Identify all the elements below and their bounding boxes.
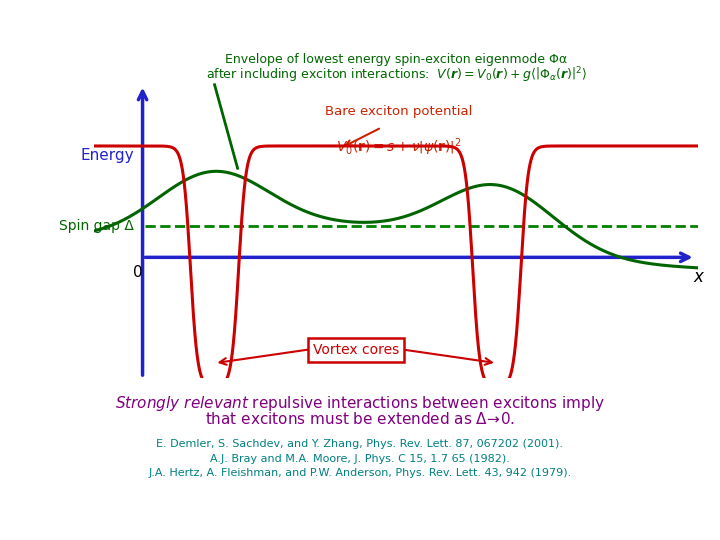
Text: Vortex cores: Vortex cores	[312, 343, 399, 357]
Text: J.A. Hertz, A. Fleishman, and P.W. Anderson, Phys. Rev. Lett. 43, 942 (1979).: J.A. Hertz, A. Fleishman, and P.W. Ander…	[148, 468, 572, 478]
Text: $\mathit{Strongly\ relevant}$ repulsive interactions between excitons imply: $\mathit{Strongly\ relevant}$ repulsive …	[115, 394, 605, 413]
Text: after including exciton interactions:  $V(\boldsymbol{r})=V_0(\boldsymbol{r})+g\: after including exciton interactions: $V…	[206, 65, 586, 85]
Text: 0: 0	[133, 265, 143, 280]
Text: A.J. Bray and M.A. Moore, J. Phys. C 15, 1.7 65 (1982).: A.J. Bray and M.A. Moore, J. Phys. C 15,…	[210, 454, 510, 464]
Text: that excitons must be extended as $\Delta\!\rightarrow\!0$.: that excitons must be extended as $\Delt…	[205, 411, 515, 427]
Text: Spin gap Δ: Spin gap Δ	[59, 219, 134, 233]
Text: Energy: Energy	[81, 148, 134, 163]
Text: E. Demler, S. Sachdev, and Y. Zhang, Phys. Rev. Lett. 87, 067202 (2001).: E. Demler, S. Sachdev, and Y. Zhang, Phy…	[156, 439, 564, 449]
Text: $V_0(\mathbf{r})=s+\nu\left|\psi(\mathbf{r})\right|^2$: $V_0(\mathbf{r})=s+\nu\left|\psi(\mathbf…	[336, 137, 462, 158]
Text: x: x	[693, 268, 703, 287]
Text: Bare exciton potential: Bare exciton potential	[325, 105, 472, 118]
Text: Envelope of lowest energy spin-exciton eigenmode Φα: Envelope of lowest energy spin-exciton e…	[225, 53, 567, 66]
